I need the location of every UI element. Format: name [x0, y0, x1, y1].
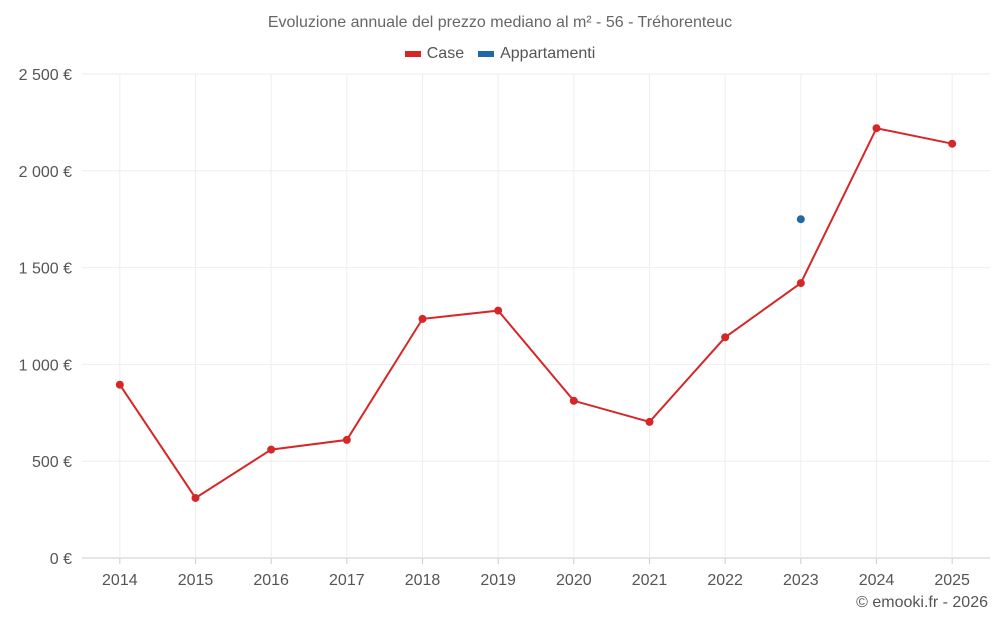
data-point-case: [418, 314, 427, 323]
x-tick-label: 2017: [329, 572, 365, 589]
x-tick-label: 2022: [707, 572, 743, 589]
x-tick-label: 2019: [480, 572, 516, 589]
x-tick-label: 2014: [102, 572, 138, 589]
x-tick-label: 2023: [783, 572, 819, 589]
y-tick-label: 500 €: [32, 454, 72, 471]
x-tick-label: 2018: [405, 572, 441, 589]
data-point-case: [645, 417, 654, 426]
x-tick-label: 2020: [556, 572, 592, 589]
y-tick-label: 1 500 €: [19, 261, 72, 278]
legend-label-appartamenti: Appartamenti: [500, 45, 596, 62]
y-tick-label: 2 000 €: [19, 164, 72, 181]
data-point-case: [948, 139, 957, 148]
legend-swatch-appartamenti: [478, 51, 495, 57]
y-tick-label: 2 500 €: [19, 67, 72, 84]
credit-text: © emooki.fr - 2026: [856, 594, 988, 611]
data-point-case: [872, 124, 881, 133]
data-point-case: [267, 445, 276, 454]
x-tick-label: 2021: [632, 572, 668, 589]
data-point-case: [796, 279, 805, 288]
data-point-case: [721, 333, 730, 342]
x-tick-label: 2015: [178, 572, 214, 589]
x-tick-label: 2024: [859, 572, 895, 589]
series-line-case: [119, 127, 953, 500]
legend-item-case[interactable]: Case: [404, 45, 465, 63]
chart-title: Evoluzione annuale del prezzo mediano al…: [267, 14, 733, 31]
data-point-case: [342, 435, 351, 444]
y-tick-label: 1 000 €: [19, 357, 72, 374]
data-point-appartamenti: [796, 215, 805, 224]
x-tick-label: 2025: [934, 572, 970, 589]
data-point-case: [494, 306, 503, 315]
legend-label-case: Case: [426, 45, 465, 62]
x-tick-label: 2016: [253, 572, 289, 589]
legend-item-appartamenti[interactable]: Appartamenti: [478, 45, 595, 63]
legend-swatch-case: [404, 51, 421, 57]
data-point-case: [191, 493, 200, 502]
data-point-case: [569, 396, 578, 405]
y-tick-label: 0 €: [50, 551, 72, 568]
data-point-case: [115, 380, 124, 389]
legend: Case Appartamenti: [0, 45, 1000, 63]
